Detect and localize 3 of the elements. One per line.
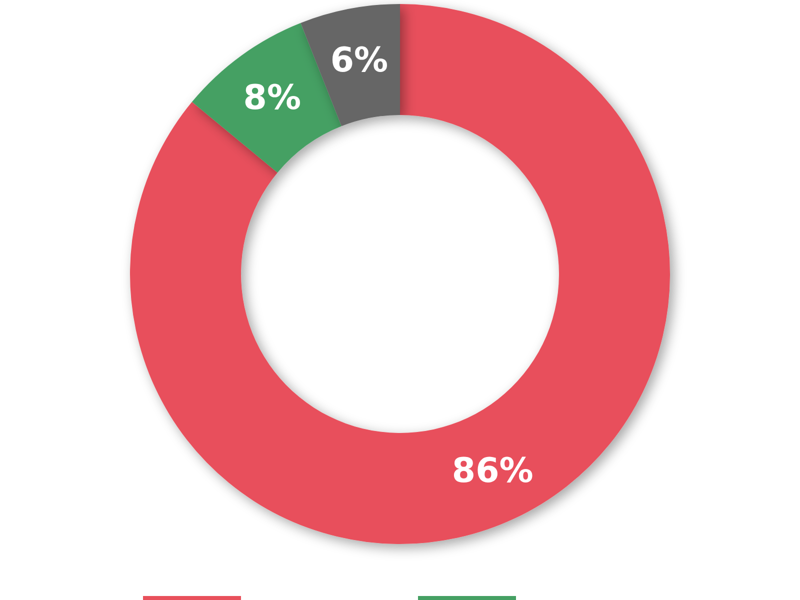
data-label: 6% [330, 40, 388, 80]
data-label: 86% [452, 450, 534, 491]
data-label: 8% [243, 78, 302, 118]
